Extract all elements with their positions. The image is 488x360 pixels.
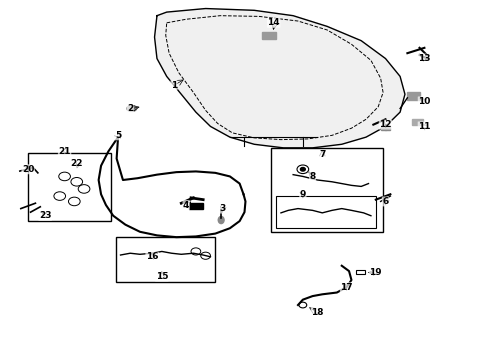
Text: 19: 19 — [369, 268, 381, 277]
Text: 10: 10 — [417, 97, 430, 106]
Text: 8: 8 — [309, 172, 315, 181]
Bar — [188, 203, 203, 208]
Text: 17: 17 — [340, 283, 352, 292]
Bar — [411, 119, 422, 125]
Text: 20: 20 — [22, 165, 34, 174]
Bar — [28, 153, 111, 221]
Text: 15: 15 — [155, 272, 168, 281]
Text: 2: 2 — [127, 104, 133, 113]
Text: 21: 21 — [58, 147, 71, 156]
Text: 13: 13 — [417, 54, 430, 63]
Bar — [276, 196, 375, 228]
Text: 16: 16 — [145, 252, 158, 261]
Bar — [380, 126, 389, 130]
Bar — [356, 270, 365, 274]
Bar — [271, 148, 382, 232]
Text: 12: 12 — [379, 120, 391, 129]
Polygon shape — [154, 9, 404, 148]
Text: 6: 6 — [382, 197, 388, 206]
Text: 4: 4 — [183, 201, 189, 210]
Text: 14: 14 — [267, 18, 280, 27]
Text: 11: 11 — [417, 122, 430, 131]
Text: 9: 9 — [299, 190, 305, 199]
Circle shape — [300, 167, 305, 171]
Text: 22: 22 — [70, 159, 83, 168]
Bar — [116, 237, 215, 282]
Bar — [407, 93, 419, 100]
Text: 23: 23 — [39, 211, 51, 220]
Text: 1: 1 — [170, 81, 177, 90]
Ellipse shape — [218, 216, 224, 224]
Ellipse shape — [126, 106, 136, 111]
Text: 3: 3 — [219, 204, 225, 213]
Text: 7: 7 — [319, 150, 325, 159]
Text: 18: 18 — [310, 308, 323, 317]
Text: 5: 5 — [115, 131, 121, 140]
Bar — [261, 32, 276, 39]
